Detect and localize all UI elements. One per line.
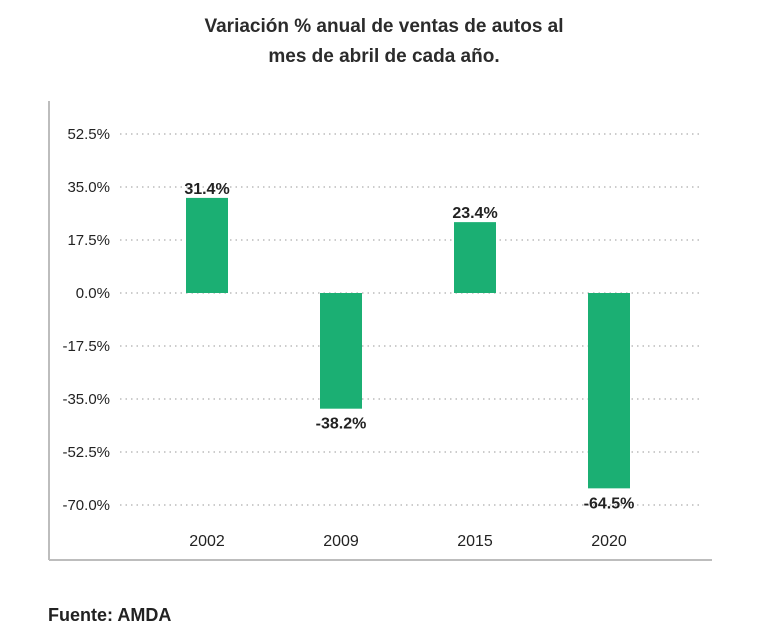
bar [320, 293, 362, 409]
y-tick-label: -52.5% [62, 444, 110, 461]
chart-title: Variación % anual de ventas de autos al … [0, 12, 768, 72]
y-tick-label: 17.5% [67, 232, 110, 249]
data-label: 31.4% [184, 181, 229, 198]
chart-title-line-2: mes de abril de cada año. [268, 46, 500, 67]
y-tick-label: -17.5% [62, 338, 110, 355]
bar [186, 197, 228, 293]
x-tick-label: 2002 [189, 533, 225, 550]
y-tick-label: -70.0% [62, 497, 110, 514]
x-tick-label: 2020 [591, 533, 627, 550]
data-label: -64.5% [584, 495, 635, 512]
data-label: 23.4% [452, 205, 497, 222]
data-labels: 31.4% -38.2% 23.4% -64.5% [184, 181, 634, 512]
y-tick-labels: 52.5% 35.0% 17.5% 0.0% -17.5% -35.0% -52.5% -70… [62, 126, 110, 514]
y-tick-label: 0.0% [76, 285, 110, 302]
x-tick-label: 2009 [323, 533, 359, 550]
x-tick-label: 2015 [457, 533, 493, 550]
y-tick-label: -35.0% [62, 391, 110, 408]
bar [454, 222, 496, 293]
x-tick-labels: 2002 2009 2015 2020 [189, 533, 627, 550]
y-tick-label: 35.0% [67, 179, 110, 196]
data-label: -38.2% [316, 416, 367, 433]
source-note: Fuente: AMDA [48, 605, 172, 625]
y-tick-label: 52.5% [67, 126, 110, 143]
chart-title-line-1: Variación % anual de ventas de autos al [204, 16, 564, 37]
bar [588, 293, 630, 489]
axes [48, 101, 712, 561]
bars [186, 197, 630, 489]
